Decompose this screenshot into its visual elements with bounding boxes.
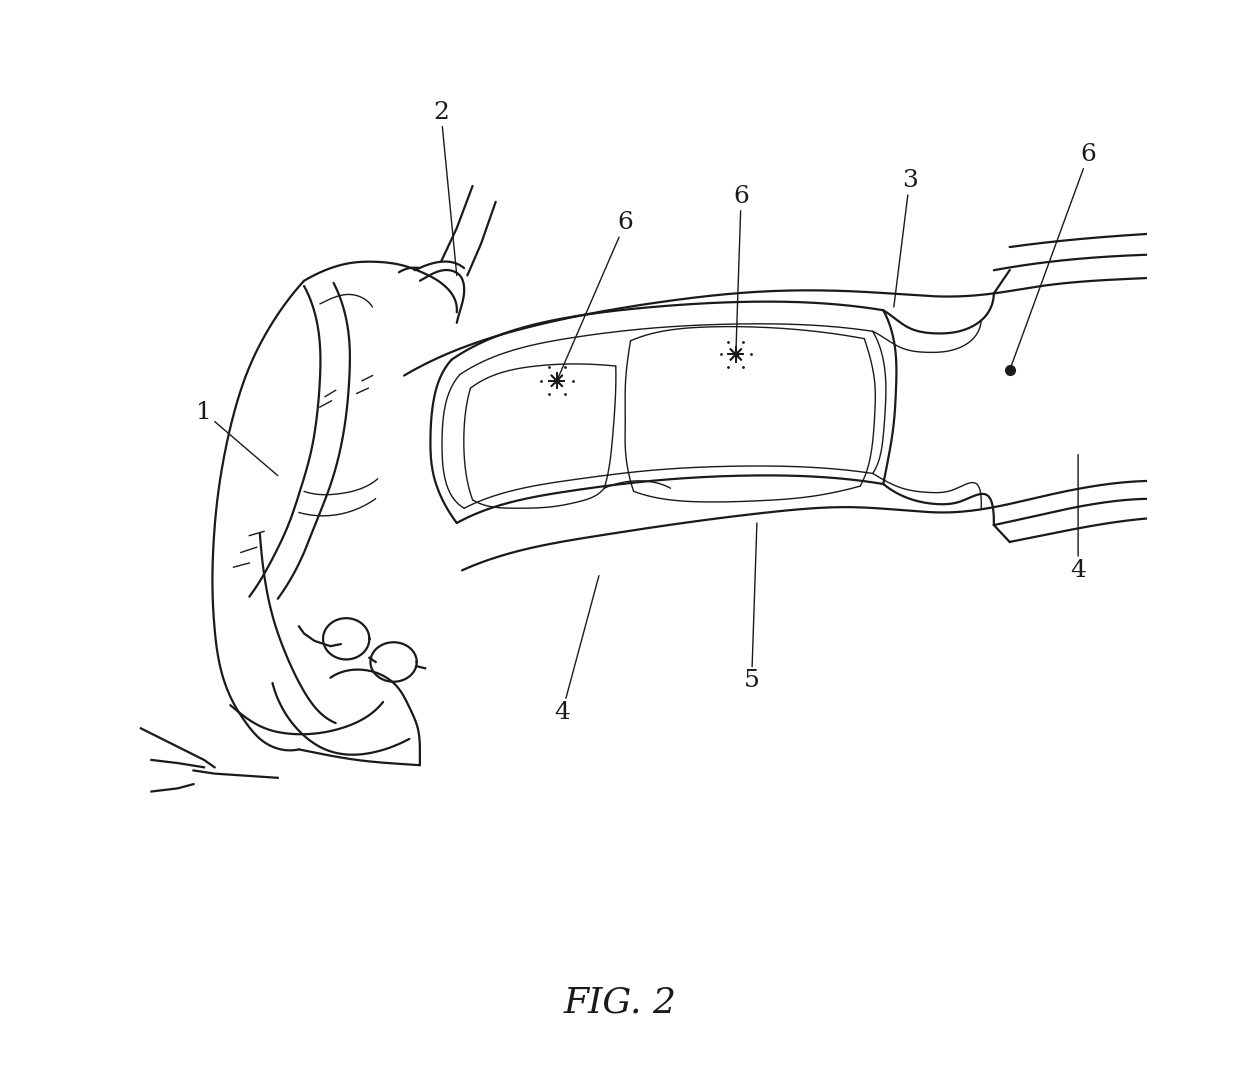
Text: 6: 6 [557,211,634,381]
Text: 6: 6 [1009,143,1096,370]
Text: 4: 4 [554,575,599,724]
Text: 4: 4 [1070,455,1086,582]
Text: 1: 1 [196,401,278,476]
Text: FIG. 2: FIG. 2 [563,985,677,1019]
Text: 6: 6 [733,185,749,354]
Text: 5: 5 [744,523,760,692]
Text: 3: 3 [894,170,918,307]
Text: 2: 2 [433,100,456,275]
